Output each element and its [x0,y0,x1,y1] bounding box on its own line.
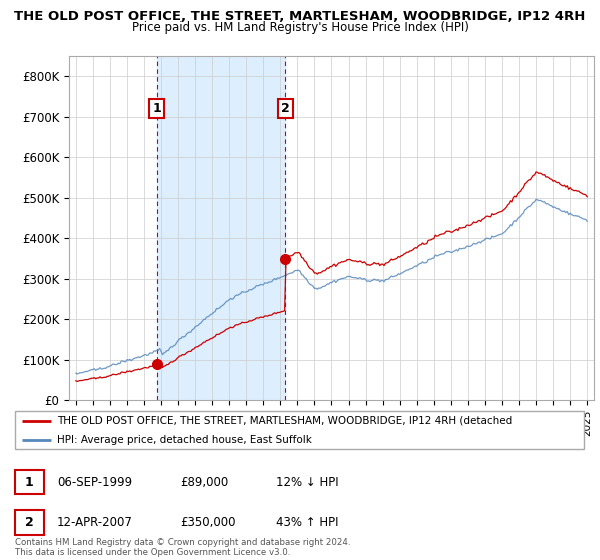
Text: THE OLD POST OFFICE, THE STREET, MARTLESHAM, WOODBRIDGE, IP12 4RH: THE OLD POST OFFICE, THE STREET, MARTLES… [14,10,586,23]
Text: 2: 2 [25,516,34,529]
FancyBboxPatch shape [15,411,584,449]
Text: 12-APR-2007: 12-APR-2007 [57,516,133,529]
Text: 1: 1 [25,475,34,489]
Text: 2: 2 [281,102,290,115]
Text: £89,000: £89,000 [180,475,228,489]
Text: 06-SEP-1999: 06-SEP-1999 [57,475,132,489]
Text: HPI: Average price, detached house, East Suffolk: HPI: Average price, detached house, East… [57,435,312,445]
Text: 43% ↑ HPI: 43% ↑ HPI [276,516,338,529]
Text: £350,000: £350,000 [180,516,235,529]
Text: 12% ↓ HPI: 12% ↓ HPI [276,475,338,489]
Text: THE OLD POST OFFICE, THE STREET, MARTLESHAM, WOODBRIDGE, IP12 4RH (detached: THE OLD POST OFFICE, THE STREET, MARTLES… [57,416,512,426]
Bar [157,56,285,400]
Text: Contains HM Land Registry data © Crown copyright and database right 2024.
This d: Contains HM Land Registry data © Crown c… [15,538,350,557]
Text: Price paid vs. HM Land Registry's House Price Index (HPI): Price paid vs. HM Land Registry's House … [131,21,469,34]
Text: 1: 1 [152,102,161,115]
